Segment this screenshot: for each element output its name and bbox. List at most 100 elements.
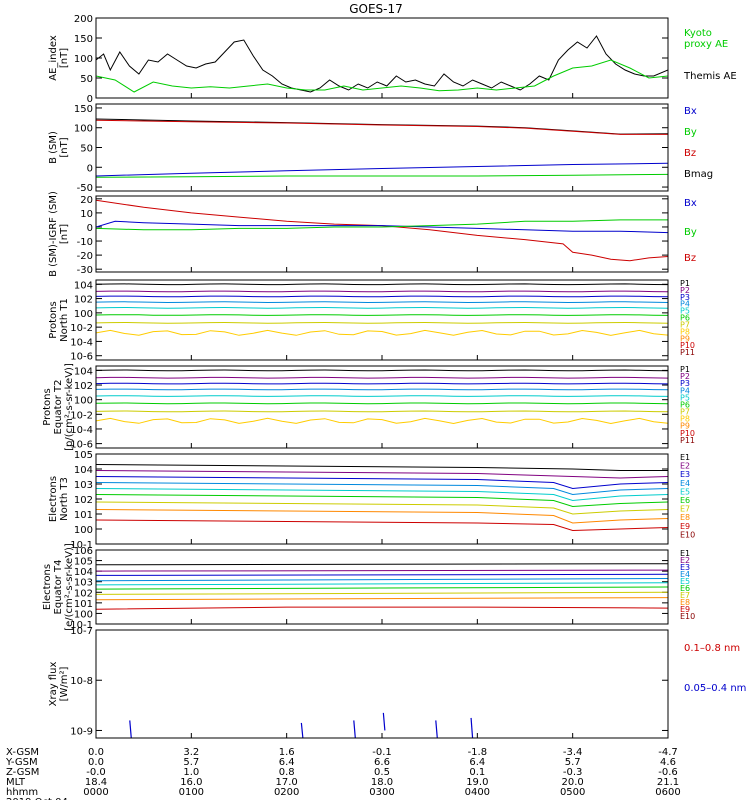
x-row-value: 17.0 <box>276 777 298 788</box>
series-themis-ae <box>96 35 668 93</box>
series-e9 <box>96 519 668 532</box>
series-p3 <box>96 382 668 385</box>
legend-entry: E5 <box>680 487 690 496</box>
legend-entry: Kyoto <box>684 28 712 39</box>
y-tick-label: -50 <box>77 183 93 194</box>
legend-entry: 0.1–0.8 nm <box>684 643 740 654</box>
y-axis-label: B (SM) <box>48 131 59 164</box>
y-tick-label: 106 <box>74 546 93 557</box>
y-tick-label: 100 <box>74 54 93 65</box>
legend-entry: E7 <box>680 591 690 600</box>
y-tick-label: 150 <box>74 34 93 45</box>
x-row-value: 0.5 <box>374 767 390 778</box>
xray-spike <box>435 720 438 738</box>
series-p6 <box>96 314 668 316</box>
series-p5 <box>96 306 668 309</box>
x-row-value: 0.0 <box>88 757 104 768</box>
x-row-value: 3.2 <box>183 747 199 758</box>
series-e9 <box>96 606 668 610</box>
series-e6 <box>96 586 668 590</box>
y-tick-label: 104 <box>74 465 93 476</box>
y-tick-label: 10 <box>80 209 93 220</box>
x-row-value: 18.4 <box>85 777 107 788</box>
y-tick-label: 101 <box>74 510 93 521</box>
legend-entry: P7 <box>680 320 690 329</box>
series-bz <box>96 199 668 262</box>
legend-entry: P5 <box>680 307 690 316</box>
legend-entry: By <box>684 227 697 238</box>
panel-pn: 10-6 10-4 10-2 100 102 104 Protons North T1 P1P2… <box>48 279 695 363</box>
xray-spike <box>382 712 386 731</box>
y-tick-label: 100 <box>74 124 93 135</box>
y-tick-label: 102 <box>74 495 93 506</box>
series-p7 <box>96 321 668 324</box>
x-row-value: 0100 <box>179 787 204 798</box>
y-tick-label: 102 <box>74 381 93 392</box>
y-tick-label: 10-1 <box>70 540 93 551</box>
y-tick-label: -30 <box>77 265 93 276</box>
y-axis-label: Equator T4 <box>53 560 64 615</box>
series-e8 <box>96 509 668 524</box>
panel-frame <box>95 629 669 739</box>
legend-entry: P4 <box>680 300 690 309</box>
legend-entry: Bx <box>684 106 697 117</box>
legend-entry: E6 <box>680 496 690 505</box>
y-axis-label: [p/(cm²-s-sr-keV)] <box>64 363 75 451</box>
x-axis-table: X-GSM 0.0 3.2 1.6 -0.1 -1.8 -3.4 -4.7 Y-GSM 0.0 5.… <box>5 747 681 800</box>
series-e2 <box>96 470 668 479</box>
x-row-value: 1.6 <box>279 747 295 758</box>
panel-frame <box>95 195 669 273</box>
legend-entry: P6 <box>680 314 690 323</box>
panel-pe: 10-6 10-4 10-2 100 102 104 Protons Equator T2 [p… <box>42 363 695 451</box>
x-row-value: 19.0 <box>466 777 488 788</box>
legend-entry: Bx <box>684 198 697 209</box>
x-row-label: hhmm <box>6 787 38 798</box>
x-row-value: 0.8 <box>279 767 295 778</box>
series-e5 <box>96 488 668 502</box>
x-row-value: -0.0 <box>86 767 106 778</box>
series-bz <box>96 119 668 135</box>
series-p4 <box>96 301 668 304</box>
y-tick-label: 100 <box>74 309 93 320</box>
y-axis-label: Electrons <box>42 564 53 610</box>
panel-frame <box>95 17 669 99</box>
y-tick-label: 101 <box>74 599 93 610</box>
legend-entry: P2 <box>680 286 690 295</box>
x-row-label: X-GSM <box>6 747 39 758</box>
panel-bdiff: -30 -20 -10 0 10 20 B (SM)-IGRF (SM) [nT] Bx By Bz <box>48 191 697 277</box>
chart-title: GOES-17 <box>349 2 403 16</box>
y-axis-label: [W/m²] <box>59 666 70 701</box>
y-tick-label: 0 <box>87 94 93 105</box>
series-e7 <box>96 501 668 515</box>
legend-entry: E5 <box>680 577 690 586</box>
y-tick-label: 50 <box>80 74 93 85</box>
xray-spike <box>300 722 304 738</box>
legend-entry: E2 <box>680 462 690 471</box>
y-tick-label: 100 <box>74 525 93 536</box>
legend-entry: P11 <box>680 348 695 357</box>
legend-entry: P8 <box>680 415 690 424</box>
legend-entry: E6 <box>680 584 690 593</box>
x-row-value: 0200 <box>274 787 299 798</box>
x-row-label: MLT <box>6 777 26 788</box>
y-axis-label: Electrons <box>48 476 59 522</box>
legend-entry: E4 <box>680 570 690 579</box>
series-e3 <box>96 476 668 490</box>
legend-entry: E1 <box>680 549 690 558</box>
y-tick-label: 103 <box>74 480 93 491</box>
y-tick-label: 50 <box>80 144 93 155</box>
legend-entry: E8 <box>680 598 690 607</box>
y-axis-label: [e/(cm²-s-sr-keV)] <box>64 543 75 631</box>
legend-entry: P10 <box>680 429 695 438</box>
legend-entry: E2 <box>680 556 690 565</box>
y-axis-label: North T3 <box>59 477 70 521</box>
legend-entry: P7 <box>680 408 690 417</box>
y-axis-label: Equator T2 <box>53 380 64 435</box>
plot-area <box>96 283 668 336</box>
series-e2 <box>96 569 668 572</box>
x-row-value: -4.7 <box>658 747 678 758</box>
legend-entry: Themis AE <box>683 71 737 82</box>
series-e1 <box>96 563 668 566</box>
plot-area <box>96 118 668 178</box>
